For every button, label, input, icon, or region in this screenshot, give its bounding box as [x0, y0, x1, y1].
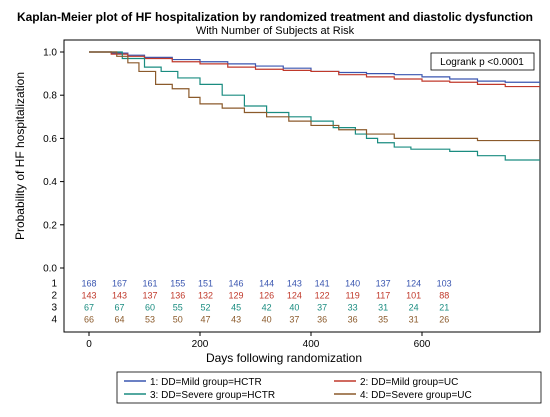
- risk-count: 31: [409, 315, 419, 325]
- risk-count: 124: [406, 279, 421, 289]
- plot-frame: [63, 39, 541, 333]
- x-tick-label: 200: [192, 339, 209, 350]
- risk-count: 136: [170, 291, 185, 301]
- risk-count: 144: [259, 279, 274, 289]
- risk-count: 21: [439, 303, 449, 313]
- legend-label-3: 3: DD=Severe group=HCTR: [150, 390, 275, 401]
- legend-label-4: 4: DD=Severe group=UC: [360, 390, 472, 401]
- logrank-annotation: Logrank p <0.0001: [430, 52, 535, 71]
- risk-count: 36: [317, 315, 327, 325]
- risk-row-label: 1: [51, 279, 57, 290]
- risk-count: 168: [81, 279, 96, 289]
- risk-count: 103: [437, 279, 452, 289]
- risk-row-label: 2: [51, 291, 57, 302]
- risk-count: 124: [287, 291, 302, 301]
- risk-count: 67: [115, 303, 125, 313]
- risk-count: 60: [145, 303, 155, 313]
- risk-count: 43: [231, 315, 241, 325]
- risk-table: 1 168 167 161 155 151 146 144 143 141 140 137 124 103…: [51, 279, 451, 326]
- y-tick-label: 0.6: [43, 134, 57, 145]
- risk-count: 132: [198, 291, 213, 301]
- risk-count: 119: [345, 291, 359, 301]
- risk-count: 52: [201, 303, 211, 313]
- risk-count: 40: [289, 303, 299, 313]
- risk-count: 129: [229, 291, 244, 301]
- x-axis-label: Days following randomization: [206, 351, 362, 365]
- risk-count: 117: [376, 291, 390, 301]
- risk-count: 42: [262, 303, 272, 313]
- risk-count: 155: [170, 279, 185, 289]
- risk-count: 140: [345, 279, 360, 289]
- risk-count: 88: [439, 291, 449, 301]
- y-tick-label: 0.2: [43, 220, 57, 231]
- km-curve-2: [89, 51, 540, 88]
- x-tick-label: 0: [86, 339, 92, 350]
- risk-count: 151: [198, 279, 213, 289]
- risk-count: 137: [376, 279, 391, 289]
- risk-count: 55: [173, 303, 183, 313]
- x-tick-label: 600: [414, 339, 431, 350]
- risk-count: 37: [317, 303, 327, 313]
- risk-count: 122: [315, 291, 330, 301]
- risk-count: 31: [378, 303, 388, 313]
- risk-count: 143: [287, 279, 302, 289]
- y-tick-label: 1.0: [43, 48, 57, 59]
- chart-subtitle: With Number of Subjects at Risk: [195, 25, 355, 37]
- risk-count: 35: [378, 315, 388, 325]
- risk-count: 36: [348, 315, 358, 325]
- risk-count: 146: [229, 279, 244, 289]
- risk-count: 40: [262, 315, 272, 325]
- x-tick-label: 400: [303, 339, 320, 350]
- risk-count: 143: [81, 291, 96, 301]
- legend-label-2: 2: DD=Mild group=UC: [360, 377, 458, 388]
- km-curve-4: [89, 51, 540, 142]
- axes: 0.0 0.2 0.4 0.6 0.8 1.0 0 200 400 600: [43, 39, 541, 350]
- risk-count: 33: [348, 303, 358, 313]
- risk-count: 64: [115, 315, 125, 325]
- legend-label-1: 1: DD=Mild group=HCTR: [150, 377, 262, 388]
- risk-count: 66: [84, 315, 94, 325]
- risk-count: 161: [143, 279, 158, 289]
- risk-count: 141: [315, 279, 330, 289]
- risk-count: 53: [145, 315, 155, 325]
- risk-count: 126: [259, 291, 274, 301]
- risk-count: 47: [201, 315, 211, 325]
- y-tick-label: 0.4: [43, 177, 57, 188]
- risk-count: 26: [439, 315, 449, 325]
- annotation-box: [430, 52, 535, 71]
- risk-count: 24: [409, 303, 419, 313]
- legend-box: [116, 371, 542, 404]
- risk-row-label: 4: [51, 315, 57, 326]
- y-axis-label: Probability of HF hospitalization: [13, 72, 27, 240]
- chart-title: Kaplan-Meier plot of HF hospitalization …: [16, 10, 534, 24]
- y-tick-label: 0.8: [43, 91, 57, 102]
- risk-count: 137: [143, 291, 158, 301]
- y-tick-label: 0.0: [43, 264, 57, 275]
- risk-row-label: 3: [51, 303, 57, 314]
- risk-count: 50: [173, 315, 183, 325]
- risk-count: 45: [231, 303, 241, 313]
- risk-count: 167: [112, 279, 127, 289]
- risk-count: 67: [84, 303, 94, 313]
- survival-curves: [89, 51, 540, 161]
- risk-count: 143: [112, 291, 127, 301]
- legend: 1: DD=Mild group=HCTR 2: DD=Mild group=UC…: [116, 371, 542, 404]
- annotation-text: Logrank p <0.0001: [440, 57, 524, 68]
- risk-count: 37: [289, 315, 299, 325]
- risk-count: 101: [406, 291, 421, 301]
